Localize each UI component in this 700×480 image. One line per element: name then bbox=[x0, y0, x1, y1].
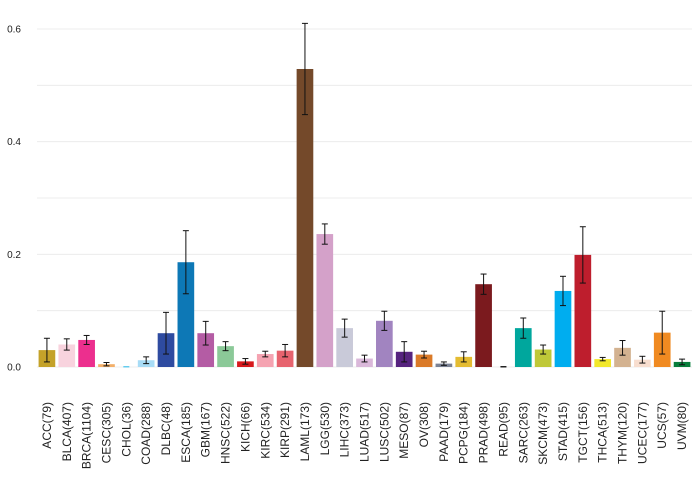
bar-lusc bbox=[376, 320, 393, 367]
error-bar bbox=[639, 355, 646, 364]
x-tick-label: LGG(530) bbox=[318, 402, 332, 455]
x-tick-label: SKCM(473) bbox=[536, 402, 550, 465]
x-tick-label: TGCT(156) bbox=[576, 402, 590, 463]
bar-skcm bbox=[534, 349, 552, 367]
error-bar bbox=[460, 351, 467, 363]
error-bar bbox=[341, 318, 348, 338]
x-tick-label: CESC(305) bbox=[99, 402, 113, 463]
bar-lgg bbox=[316, 234, 334, 367]
x-tick-label: LAML(173) bbox=[298, 402, 312, 461]
bar-thym bbox=[614, 347, 631, 367]
x-tick-label: THYM(120) bbox=[616, 402, 630, 464]
x-tick-label: CHOL(36) bbox=[119, 402, 133, 457]
x-tick-label: COAD(288) bbox=[139, 402, 153, 465]
bar-esca bbox=[177, 262, 195, 367]
error-bar bbox=[202, 320, 209, 346]
error-bar bbox=[222, 341, 229, 352]
x-tick-label: ACC(79) bbox=[40, 402, 54, 449]
bar-thca bbox=[594, 359, 612, 367]
x-tick-label: UVM(80) bbox=[675, 402, 689, 450]
error-bar bbox=[381, 310, 388, 331]
bar-read bbox=[500, 366, 507, 368]
x-tick-label: GBM(167) bbox=[199, 402, 213, 457]
x-tick-label: KICH(66) bbox=[238, 402, 252, 452]
y-tick-label: 0.0 bbox=[7, 363, 21, 374]
error-bar bbox=[163, 311, 170, 355]
bar-laml bbox=[296, 68, 314, 367]
error-bar bbox=[83, 334, 90, 345]
bar-sarc bbox=[514, 328, 532, 367]
x-tick-label: HNSC(522) bbox=[219, 402, 233, 464]
error-bar bbox=[480, 273, 487, 295]
x-tick-label: UCEC(177) bbox=[635, 402, 649, 464]
x-tick-label: LIHC(373) bbox=[338, 402, 352, 457]
x-tick-label: STAD(415) bbox=[556, 402, 570, 461]
x-tick-label: KIRP(291) bbox=[278, 402, 292, 458]
error-bar bbox=[540, 344, 547, 355]
x-tick-label: DLBC(48) bbox=[159, 402, 173, 455]
x-tick-label: SARC(263) bbox=[516, 402, 530, 463]
error-bar bbox=[619, 340, 626, 356]
error-bar bbox=[63, 338, 70, 351]
x-tick-label: BRCA(1104) bbox=[80, 402, 94, 469]
error-bar bbox=[321, 223, 328, 245]
x-tick-label: BLCA(407) bbox=[60, 402, 74, 461]
x-tick-label: LUSC(502) bbox=[377, 402, 391, 462]
x-tick-label: MESO(87) bbox=[397, 402, 411, 459]
error-bar bbox=[679, 358, 686, 366]
bar-prad bbox=[475, 284, 492, 367]
x-tick-label: LUAD(517) bbox=[358, 402, 372, 462]
error-bar bbox=[262, 350, 269, 358]
error-bar bbox=[599, 356, 606, 362]
y-tick-label: 0.6 bbox=[7, 25, 21, 36]
error-bar bbox=[559, 275, 566, 307]
error-bar bbox=[242, 358, 249, 365]
error-bar bbox=[361, 354, 368, 363]
error-bar bbox=[520, 317, 527, 339]
error-bars bbox=[43, 22, 686, 367]
x-tick-label: PAAD(179) bbox=[437, 402, 451, 462]
error-bar bbox=[440, 361, 447, 366]
error-bar bbox=[301, 22, 308, 116]
bar-brca bbox=[78, 339, 95, 367]
x-tick-label: THCA(513) bbox=[596, 402, 610, 463]
bar-kirp bbox=[276, 350, 294, 367]
error-bar bbox=[282, 343, 289, 358]
bar-hnsc bbox=[217, 346, 234, 367]
error-bar bbox=[182, 230, 189, 295]
error-bar bbox=[659, 310, 666, 355]
error-bar bbox=[43, 337, 50, 363]
error-bar bbox=[103, 361, 110, 367]
bar-chol bbox=[123, 366, 130, 368]
x-axis: ACC(79) BLCA(407) BRCA(1104) CESC(305) CHOL(… bbox=[40, 402, 689, 469]
bar-stad bbox=[554, 290, 572, 367]
error-bar bbox=[401, 341, 408, 363]
x-tick-label: KIRC(534) bbox=[258, 402, 272, 459]
y-axis: 0.0 0.2 0.4 0.6 bbox=[7, 25, 21, 374]
error-bar bbox=[579, 226, 586, 284]
bar-tgct bbox=[574, 254, 592, 367]
bar-gbm bbox=[197, 333, 215, 367]
x-tick-label: UCS(57) bbox=[655, 402, 669, 449]
x-tick-label: PCPG(184) bbox=[457, 402, 471, 464]
bar-ov bbox=[415, 354, 433, 367]
y-tick-label: 0.4 bbox=[7, 137, 21, 148]
x-tick-label: READ(95) bbox=[496, 402, 510, 457]
grid-lines bbox=[37, 28, 692, 368]
x-tick-label: ESCA(185) bbox=[179, 402, 193, 463]
bar-blca bbox=[58, 344, 76, 367]
x-tick-label: OV(308) bbox=[417, 402, 431, 447]
bars bbox=[38, 68, 691, 368]
x-tick-label: PRAD(498) bbox=[477, 402, 491, 463]
error-bar bbox=[143, 356, 150, 365]
error-bar bbox=[421, 350, 428, 359]
y-tick-label: 0.2 bbox=[7, 250, 21, 261]
bar-luad bbox=[356, 358, 373, 367]
bar-lihc bbox=[336, 328, 353, 367]
bar-kirc bbox=[256, 354, 274, 367]
